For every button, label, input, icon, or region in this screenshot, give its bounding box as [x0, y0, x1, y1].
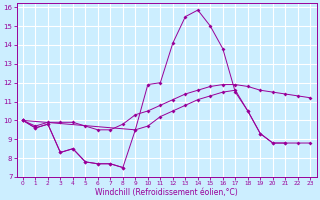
X-axis label: Windchill (Refroidissement éolien,°C): Windchill (Refroidissement éolien,°C)	[95, 188, 238, 197]
